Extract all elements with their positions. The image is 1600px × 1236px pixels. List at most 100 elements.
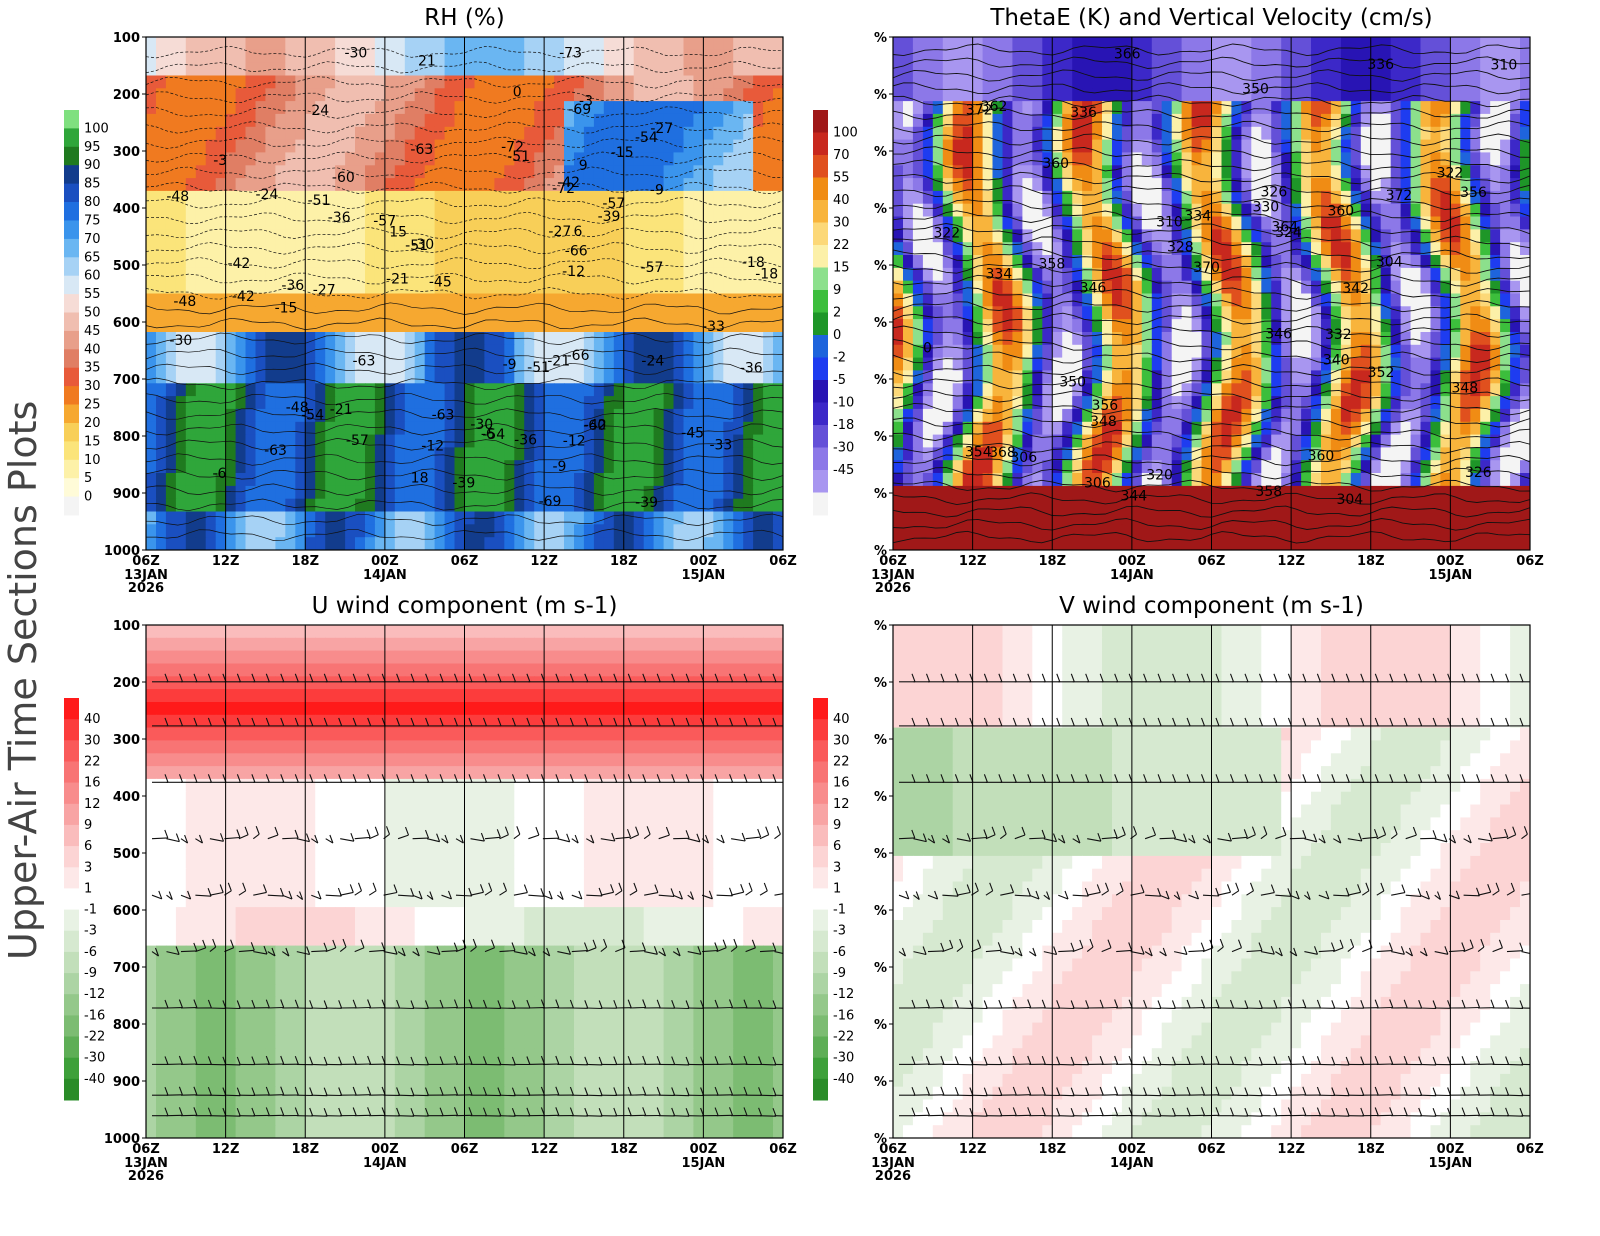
field-cell bbox=[1350, 113, 1362, 128]
field-cell bbox=[146, 152, 157, 166]
field-cell bbox=[613, 408, 625, 423]
field-cell bbox=[673, 306, 685, 320]
field-cell bbox=[434, 113, 446, 128]
field-cell bbox=[1460, 49, 1471, 64]
field-cell bbox=[524, 49, 535, 64]
field-cell bbox=[743, 511, 754, 525]
field-cell bbox=[175, 139, 187, 153]
field-cell bbox=[903, 332, 914, 346]
field-cell bbox=[215, 434, 227, 448]
field-cell bbox=[1221, 190, 1233, 205]
field-cell bbox=[1520, 434, 1530, 448]
field-cell bbox=[494, 113, 505, 128]
field-cell bbox=[1410, 178, 1422, 192]
field-cell bbox=[474, 460, 486, 474]
field-cell bbox=[1012, 101, 1023, 115]
field-cell bbox=[1301, 267, 1312, 282]
field-cell bbox=[365, 165, 376, 179]
field-cell bbox=[474, 473, 486, 487]
field-cell bbox=[1510, 332, 1521, 346]
field-cell bbox=[444, 306, 456, 320]
field-cell bbox=[1102, 396, 1113, 410]
field-cell bbox=[753, 332, 764, 346]
field-cell bbox=[235, 421, 247, 436]
field-cell bbox=[1340, 152, 1352, 166]
field-cell bbox=[1321, 152, 1332, 166]
field-cell bbox=[932, 178, 944, 192]
field-cell bbox=[903, 229, 914, 243]
field-cell bbox=[1112, 267, 1123, 282]
field-cell bbox=[713, 447, 724, 461]
field-cell bbox=[564, 280, 575, 295]
field-cell bbox=[623, 139, 635, 153]
field-cell bbox=[693, 280, 704, 295]
field-cell bbox=[514, 267, 525, 282]
field-cell bbox=[534, 88, 545, 102]
field-cell bbox=[683, 319, 695, 333]
field-cell bbox=[464, 267, 476, 282]
field-cell bbox=[1191, 383, 1203, 397]
field-cell bbox=[1052, 267, 1063, 282]
field-cell bbox=[1380, 319, 1392, 333]
x-tick-label: 00Z bbox=[371, 554, 399, 569]
field-cell bbox=[464, 421, 476, 436]
field-cell bbox=[235, 152, 247, 166]
field-cell bbox=[1102, 434, 1113, 448]
field-cell bbox=[922, 267, 934, 282]
field-cell bbox=[494, 203, 505, 218]
field-cell bbox=[225, 152, 237, 166]
field-cell bbox=[972, 306, 984, 320]
field-cell bbox=[583, 344, 595, 359]
field-cell bbox=[1311, 101, 1322, 115]
field-cell bbox=[245, 408, 257, 423]
field-cell bbox=[903, 88, 914, 102]
field-cell bbox=[205, 113, 217, 128]
field-cell bbox=[952, 49, 964, 64]
field-cell bbox=[504, 216, 515, 230]
field-cell bbox=[1062, 344, 1073, 359]
field-cell bbox=[1321, 421, 1332, 436]
field-cell bbox=[922, 75, 934, 89]
field-cell bbox=[404, 524, 416, 538]
field-cell bbox=[1191, 229, 1203, 243]
field-cell bbox=[992, 332, 1004, 346]
field-cell bbox=[1470, 75, 1481, 89]
field-cell bbox=[1420, 152, 1432, 166]
field-cell bbox=[583, 306, 595, 320]
field-cell bbox=[922, 229, 934, 243]
field-cell bbox=[893, 332, 904, 346]
field-cell bbox=[1201, 101, 1213, 115]
field-cell bbox=[1360, 396, 1372, 410]
field-cell bbox=[574, 485, 585, 500]
field-cell bbox=[275, 485, 286, 500]
field-cell bbox=[1141, 319, 1153, 333]
field-cell bbox=[653, 511, 665, 525]
field-cell bbox=[1102, 447, 1113, 461]
field-cell bbox=[1201, 383, 1213, 397]
field-cell bbox=[1032, 421, 1043, 436]
field-cell bbox=[384, 357, 396, 371]
field-cell bbox=[1440, 332, 1451, 346]
field-cell bbox=[355, 165, 366, 179]
field-cell bbox=[534, 293, 545, 307]
field-cell bbox=[165, 101, 177, 115]
field-cell bbox=[583, 319, 595, 333]
field-cell bbox=[1121, 49, 1133, 64]
field-cell bbox=[1251, 434, 1262, 448]
field-cell bbox=[1201, 319, 1213, 333]
field-cell bbox=[474, 537, 486, 550]
field-cell bbox=[544, 267, 555, 282]
field-cell bbox=[205, 152, 217, 166]
field-cell bbox=[504, 75, 515, 89]
field-cell bbox=[255, 396, 267, 410]
field-cell bbox=[942, 293, 954, 307]
field-cell bbox=[1450, 332, 1461, 346]
field-cell bbox=[1261, 332, 1272, 346]
field-cell bbox=[524, 421, 535, 436]
field-cell bbox=[384, 511, 396, 525]
field-cell bbox=[365, 280, 376, 295]
field-cell bbox=[275, 524, 286, 538]
field-cell bbox=[1360, 332, 1372, 346]
field-cell bbox=[1500, 421, 1511, 436]
field-cell bbox=[1420, 267, 1432, 282]
